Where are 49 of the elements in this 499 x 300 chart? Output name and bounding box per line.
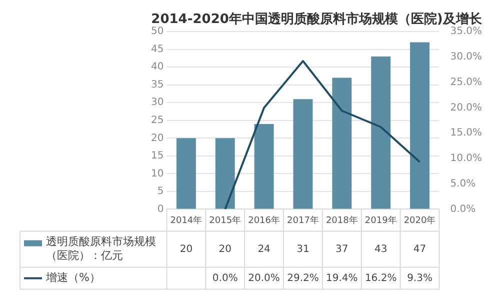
- y-tick-label: 45: [150, 44, 164, 55]
- data-label: 0.0%: [212, 272, 238, 284]
- bar: [410, 42, 430, 209]
- y2-tick-label: 25.0%: [450, 76, 482, 88]
- y2-tick-label: 5.0%: [450, 178, 476, 190]
- bar: [293, 99, 313, 209]
- y2-tick-label: 20.0%: [450, 102, 482, 114]
- bar: [371, 56, 391, 209]
- y-tick-label: 40: [150, 62, 164, 73]
- x-tick-label: 2016年: [248, 214, 280, 226]
- data-label: 43: [374, 244, 388, 255]
- data-label: 24: [258, 244, 270, 255]
- y-tick-label: 35: [150, 79, 164, 90]
- x-tick-label: 2014年: [170, 214, 202, 226]
- data-label: 19.4%: [326, 272, 358, 284]
- y-tick-label: 5: [157, 186, 164, 198]
- data-label: 29.2%: [287, 272, 319, 284]
- y2-tick-label: 30.0%: [450, 52, 482, 63]
- data-label: 20: [218, 244, 232, 255]
- y-tick-label: 15: [150, 150, 164, 162]
- data-label: 47: [413, 244, 426, 255]
- bar: [215, 138, 235, 209]
- y-tick-label: 0: [157, 204, 164, 215]
- y2-tick-label: 10.0%: [450, 153, 482, 164]
- y2-tick-label: 0.0%: [450, 204, 476, 215]
- data-label: 20: [180, 244, 193, 255]
- x-tick-label: 2015年: [209, 214, 242, 226]
- y-tick-label: 50: [150, 26, 164, 38]
- y-tick-label: 20: [150, 132, 164, 144]
- legend-label: 透明质酸原料市场规模（医院）：亿元: [46, 235, 156, 262]
- bar: [254, 124, 274, 209]
- x-tick-label: 2019年: [364, 214, 397, 226]
- x-tick-label: 2018年: [326, 214, 358, 226]
- bar: [176, 138, 196, 209]
- data-label: 31: [296, 244, 310, 255]
- bar: [332, 78, 352, 209]
- y-tick-label: 25: [150, 114, 164, 126]
- data-label: 9.3%: [407, 272, 432, 284]
- legend-label: 增速（%）: [45, 271, 100, 284]
- data-label: 20.0%: [248, 272, 280, 284]
- x-tick-label: 2017年: [287, 214, 319, 226]
- y2-tick-label: 15.0%: [450, 128, 482, 139]
- y2-tick-label: 35.0%: [450, 26, 482, 38]
- x-tick-label: 2020年: [404, 214, 436, 226]
- data-label: 16.2%: [364, 272, 397, 284]
- data-label: 37: [336, 244, 348, 255]
- y-tick-label: 10: [150, 168, 164, 180]
- chart-title: 2014-2020年中国透明质酸原料市场规模（医院)及增长: [151, 11, 483, 28]
- y-tick-label: 30: [150, 97, 164, 108]
